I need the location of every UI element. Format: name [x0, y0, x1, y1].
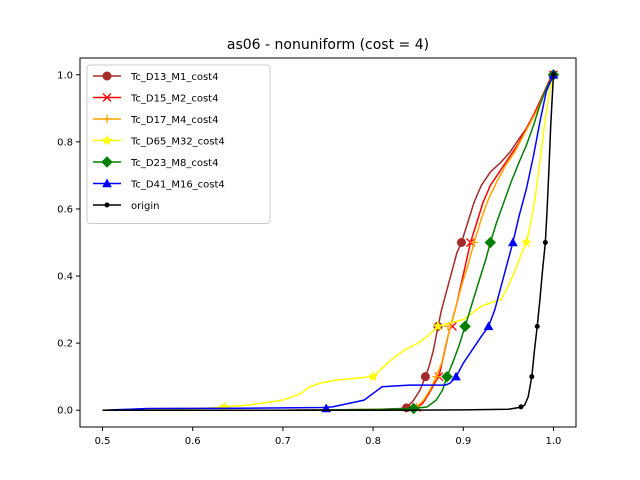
plot-frame — [79, 57, 577, 428]
legend-box — [86, 64, 271, 224]
y-tick-label: 0.6 — [57, 204, 73, 215]
data-point-origin-0 — [518, 404, 524, 410]
x-tick-label: 0.8 — [365, 436, 381, 447]
x-axis: 0.5 0.6 0.7 0.8 0.9 1.0 — [95, 427, 562, 447]
data-point-Tc_D41_M16_cost4-3 — [508, 237, 518, 247]
legend-swatch-marker — [102, 93, 112, 102]
x-tick-label: 0.6 — [185, 436, 201, 447]
series-line-origin — [102, 74, 555, 411]
legend: Tc_D13_M1_cost4 Tc_D15_M2_cost4 Tc_D17_M4_… — [86, 64, 271, 224]
data-point-Tc_D65_M32_cost4-3 — [521, 236, 532, 248]
data-point-Tc_D23_M8_cost4-3 — [484, 236, 497, 249]
legend-entry-Tc_D23_M8_cost4: Tc_D23_M8_cost4 — [93, 156, 218, 169]
data-point-origin-1 — [529, 374, 535, 380]
legend-label: Tc_D41_M16_cost4 — [130, 180, 225, 191]
y-tick-label: 0.8 — [57, 137, 73, 148]
legend-swatch-marker — [103, 115, 111, 123]
legend-label: Tc_D15_M2_cost4 — [130, 94, 218, 105]
data-point-Tc_D23_M8_cost4-0 — [407, 402, 420, 415]
y-tick-label: 0.2 — [57, 339, 73, 350]
legend-label: Tc_D65_M32_cost4 — [130, 137, 225, 148]
x-tick-label: 0.5 — [95, 436, 111, 447]
legend-swatch-marker — [104, 202, 110, 208]
legend-entry-Tc_D41_M16_cost4: Tc_D41_M16_cost4 — [93, 178, 225, 191]
data-point-Tc_D65_M32_cost4-1 — [367, 371, 379, 382]
data-point-Tc_D23_M8_cost4-1 — [441, 370, 453, 383]
x-tick-label: 1.0 — [546, 436, 562, 447]
y-tick-label: 1.0 — [57, 70, 73, 81]
series-line-Tc_D15_M2_cost4 — [102, 74, 555, 411]
data-point-origin-2 — [534, 323, 540, 329]
legend-entry-Tc_D17_M4_cost4: Tc_D17_M4_cost4 — [93, 115, 218, 126]
chart-title: as06 - nonuniform (cost = 4) — [227, 37, 429, 53]
legend-label: origin — [131, 201, 159, 212]
legend-label: Tc_D17_M4_cost4 — [130, 115, 218, 126]
legend-swatch-marker — [101, 134, 113, 146]
legend-label: Tc_D23_M8_cost4 — [130, 158, 218, 169]
data-point-Tc_D65_M32_cost4-2 — [432, 320, 444, 331]
legend-swatch-marker — [102, 178, 112, 188]
data-point-Tc_D13_M1_cost4-3 — [456, 238, 466, 247]
y-tick-label: 0.0 — [57, 406, 73, 417]
plot-area — [102, 69, 560, 415]
data-point-Tc_D17_M4_cost4-1 — [432, 372, 441, 381]
legend-label: Tc_D13_M1_cost4 — [130, 72, 218, 83]
x-tick-label: 0.7 — [275, 436, 291, 447]
legend-swatch-marker — [102, 71, 112, 81]
series-line-Tc_D17_M4_cost4 — [102, 74, 555, 411]
x-tick-label: 0.9 — [455, 436, 471, 447]
legend-entry-Tc_D65_M32_cost4: Tc_D65_M32_cost4 — [93, 134, 225, 148]
data-point-Tc_D23_M8_cost4-2 — [459, 320, 471, 333]
series-line-Tc_D65_M32_cost4 — [102, 74, 555, 411]
data-point-Tc_D17_M4_cost4-3 — [470, 238, 479, 247]
data-point-Tc_D41_M16_cost4-1 — [451, 371, 461, 381]
data-point-origin-4 — [550, 72, 556, 78]
legend-entry-Tc_D15_M2_cost4: Tc_D15_M2_cost4 — [93, 93, 218, 105]
y-tick-label: 0.4 — [57, 272, 73, 283]
data-point-Tc_D13_M1_cost4-1 — [420, 372, 430, 382]
series-origin — [102, 72, 556, 411]
y-axis: 0.0 0.2 0.4 0.6 0.8 1.0 — [57, 70, 80, 417]
data-point-Tc_D41_M16_cost4-2 — [483, 321, 494, 331]
legend-entry-Tc_D13_M1_cost4: Tc_D13_M1_cost4 — [93, 71, 218, 83]
legend-swatch-marker — [101, 156, 113, 168]
data-point-origin-3 — [542, 240, 548, 245]
legend-entry-origin: origin — [93, 201, 159, 212]
series-line-Tc_D23_M8_cost4 — [102, 74, 555, 411]
